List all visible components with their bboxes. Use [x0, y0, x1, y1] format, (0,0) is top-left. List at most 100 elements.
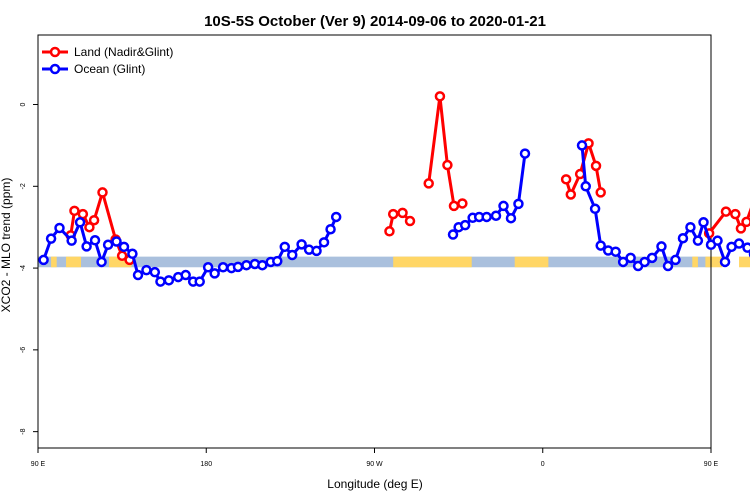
data-point-land: [404, 215, 416, 227]
data-point-ocean: [286, 249, 298, 261]
data-point-ocean: [132, 269, 144, 281]
data-point-ocean: [617, 256, 629, 268]
data-point-land: [423, 178, 434, 189]
x-tick-label: 90 E: [704, 461, 719, 468]
data-point-land: [565, 189, 577, 200]
data-point-land: [88, 214, 100, 226]
band-land: [393, 256, 472, 268]
band-land: [705, 256, 723, 268]
x-axis-label: Longitude (deg E): [327, 477, 422, 491]
data-point-ocean: [141, 264, 152, 276]
data-point-land: [590, 160, 602, 172]
data-point-ocean: [595, 240, 606, 251]
data-point-ocean: [296, 239, 307, 250]
data-point-ocean: [513, 198, 524, 210]
data-point-ocean: [719, 256, 731, 268]
data-point-ocean: [96, 256, 107, 268]
data-point-ocean: [74, 217, 86, 228]
data-point-ocean: [180, 269, 191, 281]
data-point-ocean: [692, 235, 704, 246]
band-land: [66, 256, 81, 268]
data-point-ocean: [232, 261, 244, 273]
data-point-ocean: [163, 275, 175, 286]
y-tick-label: 0: [20, 102, 27, 106]
data-point-land: [720, 206, 732, 217]
data-point-ocean: [625, 252, 636, 264]
series-layer: [38, 91, 750, 287]
data-point-ocean: [481, 211, 492, 223]
band-land: [51, 256, 57, 268]
data-point-ocean: [194, 276, 205, 287]
data-point-ocean: [505, 212, 517, 224]
data-point-ocean: [639, 256, 650, 268]
surface-band: [38, 256, 750, 268]
x-tick-label: 180: [200, 461, 212, 468]
data-point-ocean: [698, 217, 709, 228]
data-point-ocean: [670, 254, 681, 266]
data-point-ocean: [111, 236, 122, 247]
x-tick-label: 90 E: [31, 461, 46, 468]
data-point-ocean: [102, 239, 114, 251]
data-point-ocean: [610, 246, 621, 257]
data-point-land: [595, 187, 606, 198]
y-axis: 0 -2 -4 -6 -8: [20, 102, 38, 435]
data-point-ocean: [733, 238, 745, 249]
data-point-ocean: [155, 276, 166, 287]
data-point-ocean: [677, 232, 689, 244]
data-point-ocean: [498, 200, 509, 212]
data-point-ocean: [685, 221, 696, 233]
data-point-ocean: [662, 260, 674, 272]
band-ocean: [38, 256, 711, 268]
data-point-ocean: [149, 266, 161, 278]
data-point-land: [457, 198, 468, 209]
data-point-ocean: [459, 219, 471, 231]
data-point-ocean: [272, 255, 283, 267]
data-point-ocean: [66, 235, 77, 246]
data-point-ocean: [325, 223, 336, 235]
legend-label-land: Land (Nadir&Glint): [74, 45, 173, 59]
data-point-land: [448, 200, 460, 212]
data-point-land: [730, 208, 741, 220]
x-axis: 90 E 180 90 W 0 90 E: [31, 448, 719, 468]
legend: Land (Nadir&Glint) Ocean (Glint): [42, 45, 173, 76]
data-point-ocean: [311, 245, 322, 257]
data-point-land: [560, 174, 572, 185]
data-point-ocean: [318, 237, 330, 248]
data-point-ocean: [209, 268, 220, 279]
band-land: [692, 256, 698, 268]
y-tick-label: -8: [20, 428, 27, 434]
data-point-land: [741, 216, 750, 228]
data-point-land: [735, 223, 747, 234]
band-land: [739, 256, 750, 268]
data-point-ocean: [241, 259, 252, 271]
y-axis-label: XCO2 - MLO trend (ppm): [0, 178, 13, 313]
x-tick-label: 90 W: [366, 461, 383, 468]
data-point-ocean: [646, 252, 658, 264]
y-tick-label: -6: [20, 347, 27, 353]
data-point-land: [384, 226, 395, 237]
data-point-ocean: [279, 241, 291, 253]
y-tick-label: -2: [20, 183, 27, 189]
data-point-ocean: [127, 248, 138, 260]
legend-marker-ocean: [49, 63, 61, 75]
data-point-ocean: [45, 233, 57, 244]
data-point-land: [434, 91, 446, 102]
series-line-land: [427, 94, 463, 208]
band-land: [514, 256, 549, 268]
data-point-ocean: [656, 241, 667, 252]
data-point-ocean: [447, 229, 459, 240]
legend-marker-land: [49, 46, 61, 58]
y-tick-label: -4: [20, 265, 27, 271]
data-point-ocean: [81, 241, 92, 252]
data-point-ocean: [742, 242, 750, 253]
data-point-ocean: [118, 241, 130, 253]
data-point-ocean: [330, 211, 342, 223]
data-point-land: [397, 207, 408, 219]
data-point-land: [116, 250, 128, 262]
data-point-land: [69, 205, 80, 217]
data-point-ocean: [580, 181, 591, 192]
data-point-ocean: [38, 254, 49, 266]
data-point-ocean: [54, 222, 65, 234]
data-point-land: [97, 187, 108, 198]
